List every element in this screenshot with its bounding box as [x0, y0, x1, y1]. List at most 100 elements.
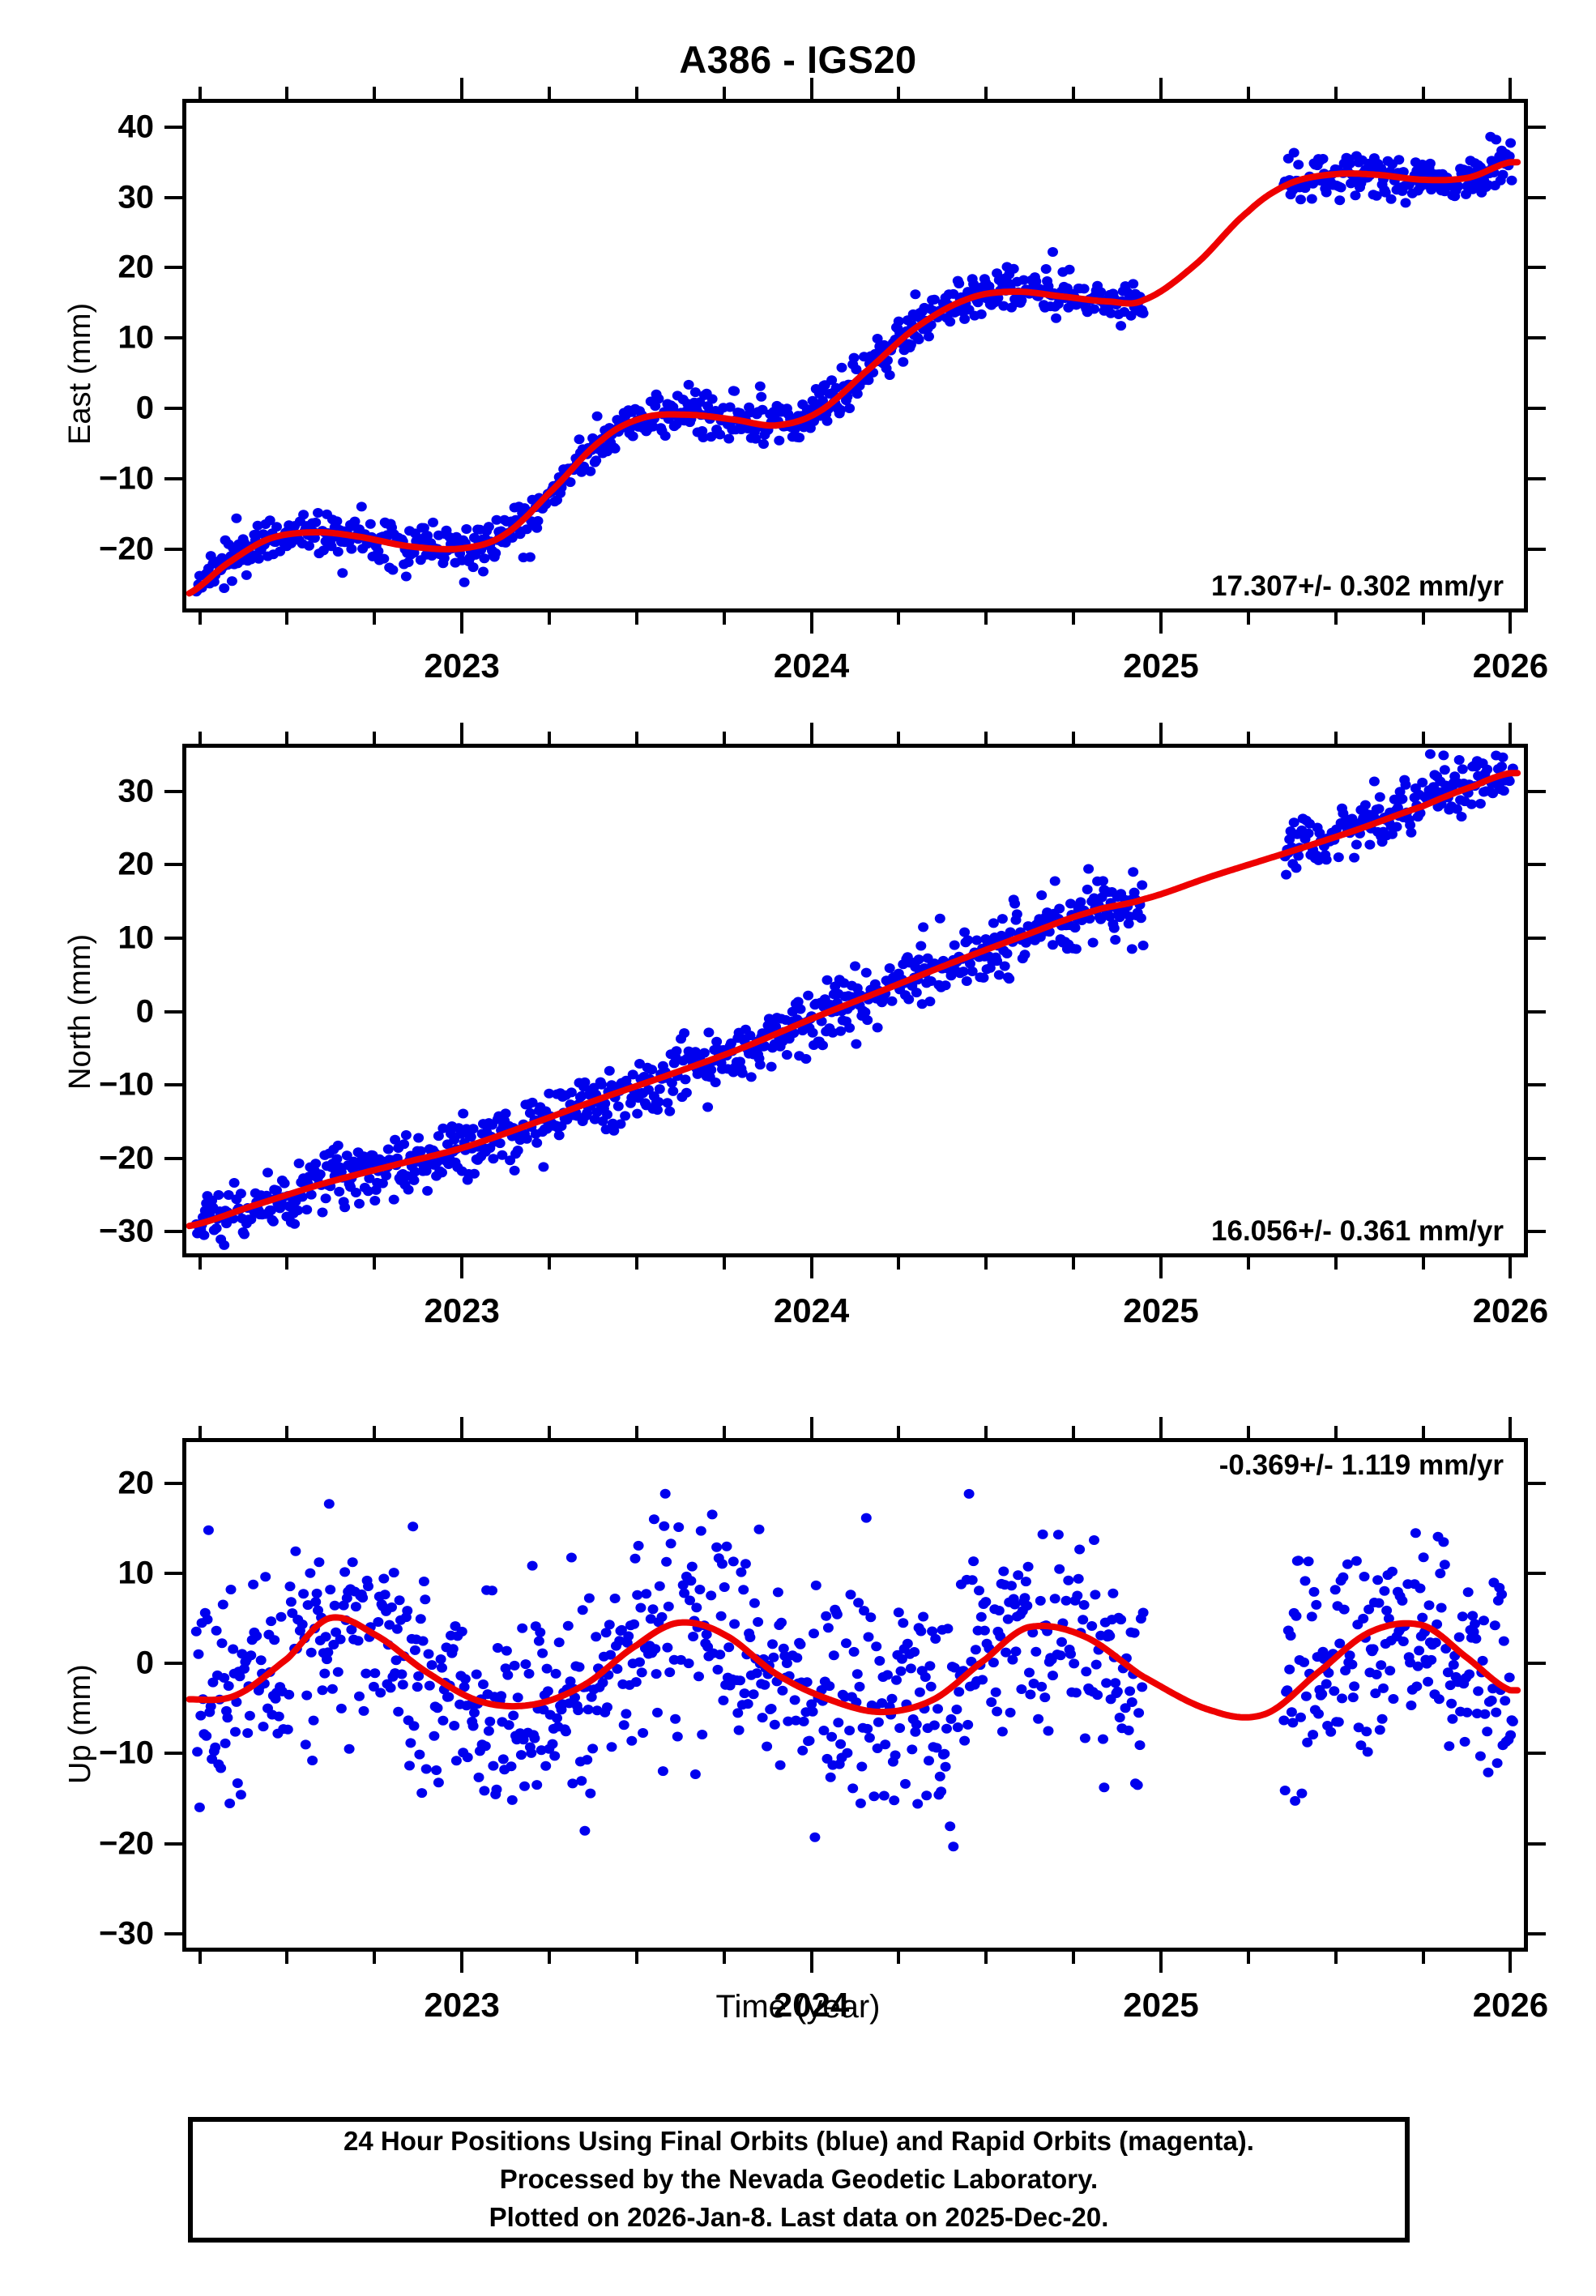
ytick-label-east-20: 20	[117, 249, 155, 285]
ytick-label-east-0: 0	[135, 390, 154, 426]
xtick-top-up	[634, 1426, 638, 1438]
xtick-top-north	[634, 732, 638, 744]
xtick-bottom-east	[1246, 612, 1250, 625]
xtick-bottom-north	[285, 1257, 289, 1270]
ytick-right-north-0	[1528, 1009, 1546, 1014]
ytick-east-10	[164, 336, 182, 340]
ytick-right-north-30	[1528, 789, 1546, 793]
ytick-north-0	[164, 1009, 182, 1014]
xtick-top-east	[1072, 87, 1076, 99]
xtick-bottom-east	[1334, 612, 1338, 625]
xtick-top-up	[1072, 1426, 1076, 1438]
xtick-bottom-east	[1072, 612, 1076, 625]
ytick-right-north--10	[1528, 1083, 1546, 1087]
data-layer-east	[186, 131, 1521, 597]
ytick-east--20	[164, 547, 182, 551]
xtick-label-north-2023: 2023	[424, 1291, 500, 1329]
xtick-bottom-up	[1159, 1952, 1163, 1973]
ytick-right-east-40	[1528, 125, 1546, 129]
xaxis-title: Time (year)	[715, 1989, 881, 2025]
ytick-label-north--10: −10	[99, 1066, 154, 1103]
ytick-north-10	[164, 937, 182, 940]
xtick-bottom-north	[809, 1257, 813, 1278]
xtick-bottom-up	[285, 1952, 289, 1964]
xtick-top-east	[984, 87, 988, 99]
ytick-east-20	[164, 266, 182, 270]
xtick-bottom-up	[1246, 1952, 1250, 1964]
ytick-up--30	[164, 1931, 182, 1935]
xtick-label-east-2024: 2024	[773, 647, 850, 685]
ytick-up-20	[164, 1481, 182, 1485]
xtick-label-north-2025: 2025	[1123, 1291, 1199, 1329]
caption-box: 24 Hour Positions Using Final Orbits (bl…	[188, 2117, 1410, 2243]
xtick-top-north	[1246, 732, 1250, 744]
ytick-label-up--10: −10	[99, 1735, 154, 1771]
xtick-bottom-up	[198, 1952, 202, 1964]
xtick-top-north	[548, 732, 551, 744]
ytick-north--20	[164, 1156, 182, 1160]
xtick-bottom-north	[634, 1257, 638, 1270]
ytick-label-north-0: 0	[135, 993, 154, 1030]
xtick-bottom-up	[373, 1952, 377, 1964]
xtick-bottom-north	[1246, 1257, 1250, 1270]
xtick-bottom-north	[984, 1257, 988, 1270]
xtick-bottom-up	[460, 1952, 464, 1973]
xtick-top-east	[1334, 87, 1338, 99]
xtick-top-east	[373, 87, 377, 99]
xtick-top-east	[1246, 87, 1250, 99]
xtick-bottom-east	[984, 612, 988, 625]
ytick-right-east-0	[1528, 407, 1546, 411]
xtick-bottom-east	[285, 612, 289, 625]
ytick-right-north-10	[1528, 937, 1546, 940]
caption-line-2: Processed by the Nevada Geodetic Laborat…	[499, 2164, 1099, 2195]
xtick-top-north	[1509, 723, 1513, 744]
xtick-top-up	[984, 1426, 988, 1438]
xtick-bottom-north	[373, 1257, 377, 1270]
xtick-top-up	[1246, 1426, 1250, 1438]
ytick-label-up-20: 20	[117, 1465, 155, 1501]
xtick-top-up	[548, 1426, 551, 1438]
xtick-bottom-up	[634, 1952, 638, 1964]
ytick-right-east-20	[1528, 266, 1546, 270]
rate-label-east: 17.307+/- 0.302 mm/yr	[1211, 570, 1504, 602]
page-title: A386 - IGS20	[679, 38, 917, 81]
xtick-bottom-up	[809, 1952, 813, 1973]
trend-line-up	[186, 1614, 1521, 1721]
xtick-label-east-2026: 2026	[1472, 647, 1549, 685]
xtick-top-east	[1509, 78, 1513, 99]
xtick-top-up	[897, 1426, 901, 1438]
ytick-east--10	[164, 476, 182, 480]
xtick-top-north	[1072, 732, 1076, 744]
xtick-label-east-2023: 2023	[424, 647, 500, 685]
xtick-bottom-north	[1334, 1257, 1338, 1270]
xtick-top-up	[285, 1426, 289, 1438]
scatter-points-north	[190, 749, 1518, 1250]
ytick-east-30	[164, 195, 182, 199]
xtick-top-east	[634, 87, 638, 99]
xtick-top-up	[460, 1417, 464, 1438]
xtick-label-north-2024: 2024	[773, 1291, 850, 1329]
ytick-label-up-0: 0	[135, 1645, 154, 1681]
xtick-bottom-east	[722, 612, 726, 625]
caption-line-1: 24 Hour Positions Using Final Orbits (bl…	[344, 2126, 1254, 2157]
ytick-north-30	[164, 789, 182, 793]
trend-line-east	[186, 159, 1521, 597]
xtick-bottom-north	[460, 1257, 464, 1278]
ytick-right-east--10	[1528, 476, 1546, 480]
xtick-bottom-north	[722, 1257, 726, 1270]
ytick-label-east--10: −10	[99, 460, 154, 497]
ytick-label-up--20: −20	[99, 1825, 154, 1862]
data-layer-up	[186, 1488, 1521, 1852]
ytick-label-east-10: 10	[117, 319, 155, 356]
xtick-label-up-2023: 2023	[424, 1986, 500, 2024]
xtick-top-east	[897, 87, 901, 99]
ytick-north-20	[164, 863, 182, 867]
ytick-up-10	[164, 1571, 182, 1575]
xtick-bottom-up	[1334, 1952, 1338, 1964]
xtick-top-up	[1159, 1417, 1163, 1438]
xtick-bottom-north	[1509, 1257, 1513, 1278]
xtick-top-north	[809, 723, 813, 744]
xtick-top-east	[1159, 78, 1163, 99]
xtick-top-north	[984, 732, 988, 744]
ytick-label-up--30: −30	[99, 1915, 154, 1952]
